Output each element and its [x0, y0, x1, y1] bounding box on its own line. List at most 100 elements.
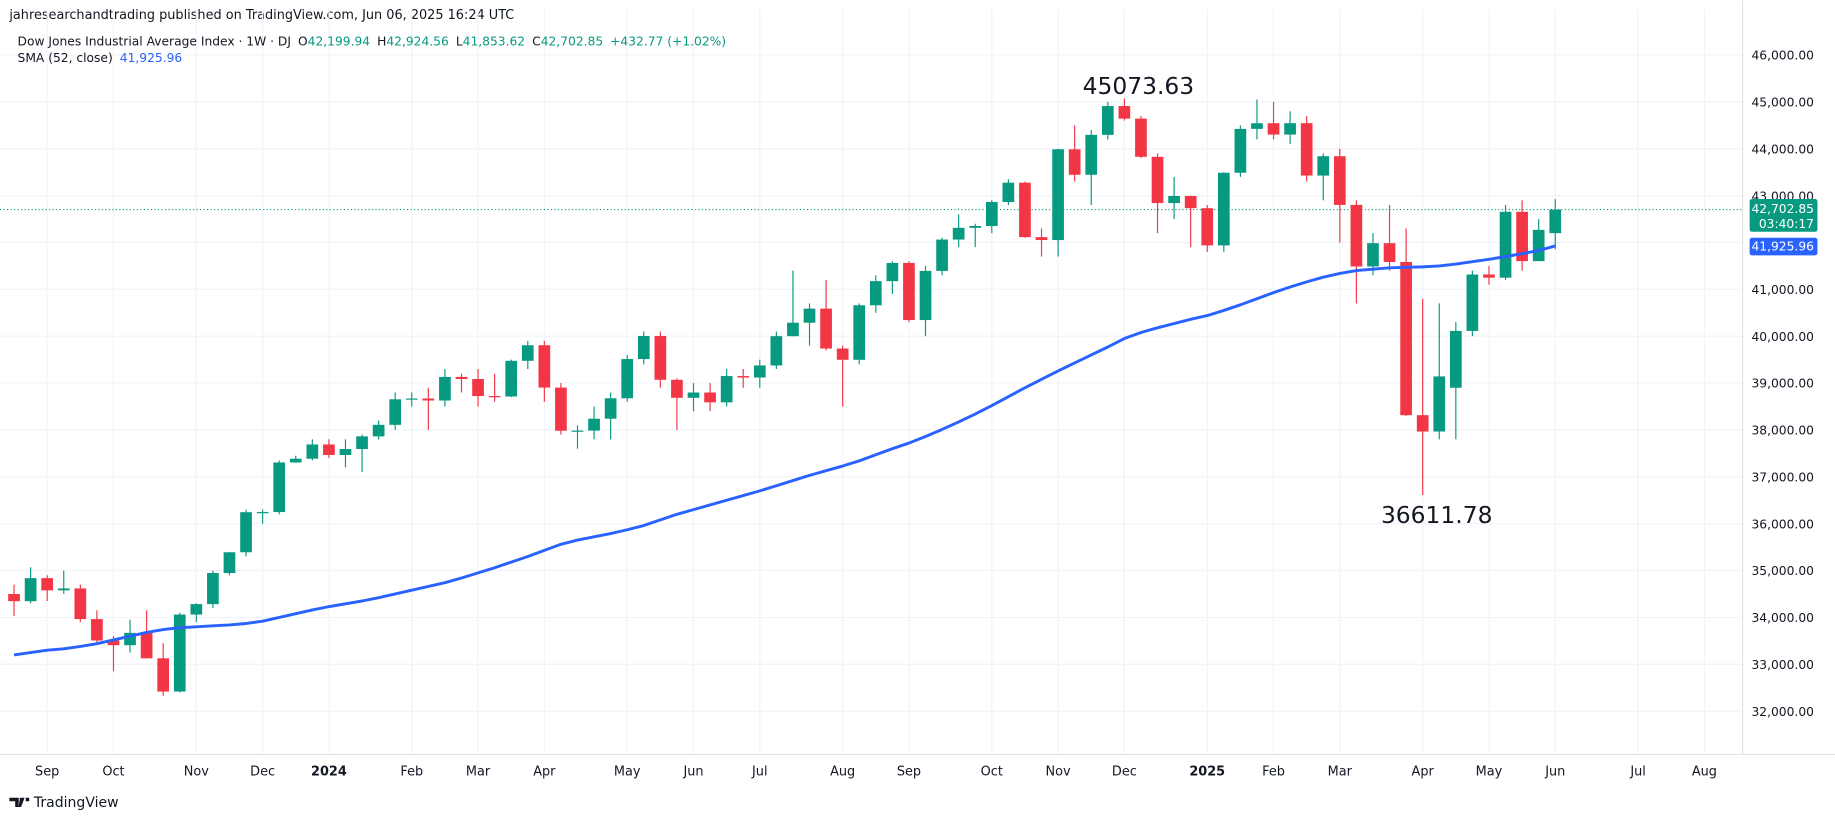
- last-price-label: 42,702.85: [1752, 202, 1814, 216]
- candle-body: [1383, 243, 1396, 263]
- candle-body: [273, 462, 286, 513]
- x-tick-label: Aug: [1692, 764, 1717, 779]
- candle-body: [240, 512, 252, 553]
- candle-body: [720, 376, 733, 403]
- candle-body: [704, 392, 716, 403]
- x-tick-label: Nov: [184, 764, 209, 779]
- candle-body: [57, 588, 70, 591]
- candle-body: [439, 376, 451, 401]
- candle-body: [8, 593, 20, 602]
- candle-body: [952, 227, 965, 240]
- candle-body: [1118, 106, 1131, 119]
- candle-body: [1035, 237, 1048, 241]
- candle-body: [1516, 211, 1528, 262]
- candle-body: [1532, 229, 1545, 262]
- candle-body: [339, 449, 352, 455]
- candle-body: [1317, 156, 1330, 176]
- footer-brand: TradingView: [33, 795, 119, 811]
- candle-body: [1416, 415, 1429, 432]
- x-tick-label: Jul: [1629, 764, 1646, 779]
- candle-body: [737, 376, 750, 378]
- x-tick-label: Feb: [1262, 764, 1285, 779]
- candle-body: [24, 578, 37, 602]
- candle-body: [621, 359, 634, 399]
- candle-body: [455, 376, 468, 380]
- candle-body: [157, 658, 170, 692]
- candle-body: [472, 379, 484, 397]
- x-tick-label: Jul: [751, 764, 768, 779]
- candle-body: [1251, 123, 1263, 129]
- candle-body: [770, 336, 783, 366]
- candle-body: [356, 436, 368, 450]
- candle-body: [289, 458, 302, 463]
- candle-body: [256, 512, 269, 514]
- candle-body: [1367, 243, 1379, 267]
- sma-line: [13, 244, 1556, 657]
- candle-body: [869, 281, 882, 306]
- x-tick-label: Dec: [1112, 764, 1137, 779]
- candle-body: [173, 614, 186, 692]
- candle-body: [1483, 274, 1495, 278]
- candle-body: [1068, 149, 1081, 175]
- x-tick-label: Aug: [830, 764, 855, 779]
- candle-body: [687, 392, 700, 398]
- x-tick-label: Jun: [1544, 764, 1565, 779]
- y-tick-label: 41,000.00: [1752, 283, 1814, 297]
- candle-body: [1549, 209, 1562, 234]
- symbol-label: Dow Jones Industrial Average Index · 1W …: [18, 35, 291, 49]
- candle-body: [488, 396, 501, 398]
- candle-body: [604, 398, 617, 419]
- candle-body: [936, 239, 948, 271]
- sma-tag-label: 41,925.96: [1752, 240, 1815, 254]
- candle-body: [1449, 330, 1462, 388]
- x-tick-label: Mar: [1328, 764, 1353, 779]
- candle-body: [306, 444, 319, 459]
- ohlc-value: 41,853.62: [463, 35, 525, 49]
- candle-body: [1201, 208, 1214, 246]
- candle-body: [207, 573, 219, 605]
- candle-body: [753, 365, 766, 378]
- ohlc-key: C: [532, 35, 541, 49]
- sma-value: 41,925.96: [120, 51, 183, 65]
- x-tick-label: 2024: [311, 764, 347, 779]
- candle-body: [1135, 118, 1147, 157]
- candle-body: [107, 640, 120, 646]
- x-tick-label: Mar: [466, 764, 491, 779]
- candle-body: [1101, 106, 1114, 135]
- candle-body: [1400, 262, 1412, 416]
- candle-body: [588, 418, 600, 431]
- candle-body: [1052, 149, 1064, 241]
- x-tick-label: Apr: [533, 764, 556, 779]
- x-tick-label: Jun: [682, 764, 703, 779]
- candle-body: [1499, 211, 1512, 278]
- x-tick-label: Nov: [1046, 764, 1071, 779]
- x-tick-label: Dec: [250, 764, 275, 779]
- candle-body: [853, 305, 866, 360]
- candle-body: [1350, 204, 1363, 267]
- candle-body: [323, 444, 335, 455]
- candle-body: [1333, 156, 1346, 205]
- candle-body: [41, 578, 54, 591]
- candle-body: [1433, 376, 1446, 432]
- y-tick-label: 32,000.00: [1752, 705, 1814, 719]
- tradingview-logo: [9, 797, 30, 808]
- sma-legend: SMA (52, close) 41,925.96: [18, 51, 183, 65]
- y-tick-label: 35,000.00: [1752, 564, 1814, 578]
- x-tick-label: Feb: [400, 764, 423, 779]
- candle-body: [919, 270, 932, 321]
- candle-body: [422, 398, 435, 401]
- ohlc-key: L: [456, 35, 463, 49]
- candle-body: [1234, 128, 1247, 173]
- last-price-tag: [1749, 199, 1818, 232]
- candle-body: [190, 604, 203, 615]
- x-tick-label: May: [614, 764, 641, 779]
- ohlc-value: 42,702.85: [541, 35, 603, 49]
- sma-name: SMA (52, close): [18, 51, 113, 65]
- legend-line: Dow Jones Industrial Average Index · 1W …: [18, 35, 727, 49]
- y-tick-label: 33,000.00: [1752, 658, 1814, 672]
- candle-body: [1300, 123, 1313, 176]
- y-tick-label: 45,000.00: [1752, 96, 1814, 110]
- candle-body: [571, 430, 584, 432]
